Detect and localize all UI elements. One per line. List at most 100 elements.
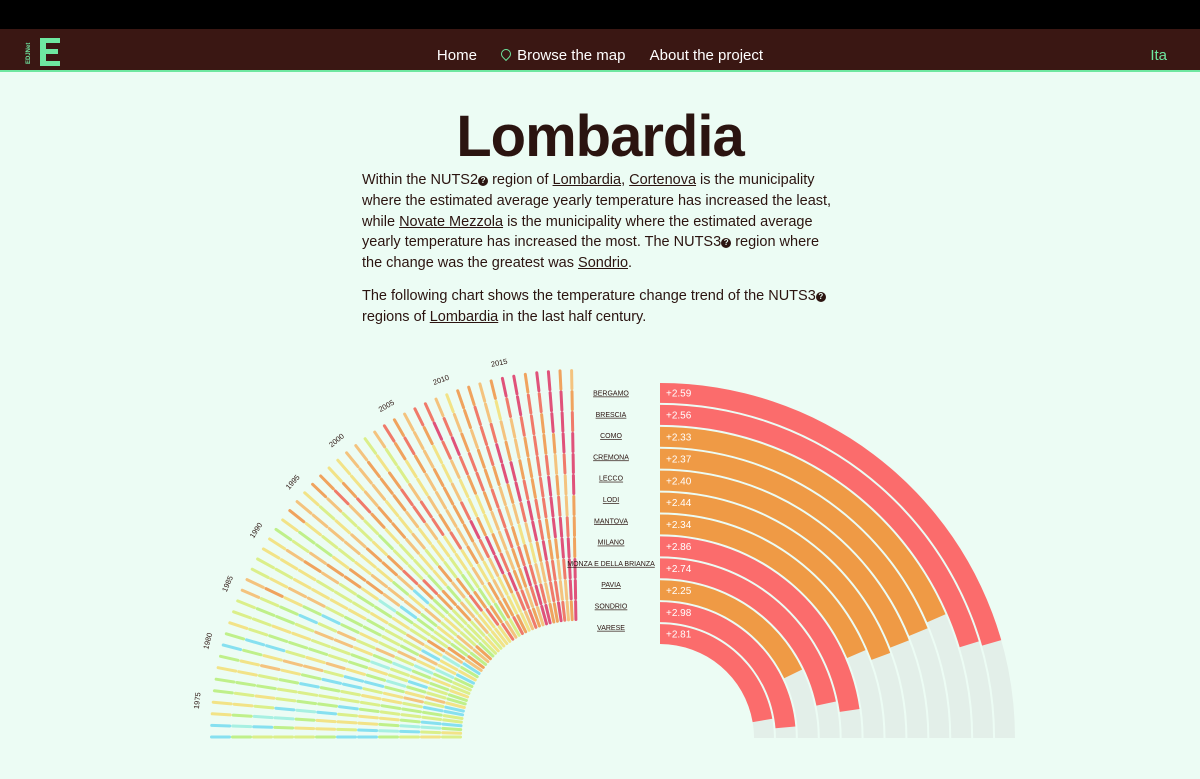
- help-icon[interactable]: ?: [478, 176, 489, 186]
- year-bar: [210, 712, 232, 717]
- year-bar: [329, 598, 349, 610]
- year-bar: [437, 594, 453, 610]
- year-bar: [379, 710, 401, 716]
- year-bar: [340, 623, 360, 634]
- year-bar: [431, 677, 451, 688]
- year-bar: [460, 549, 474, 568]
- link-region[interactable]: Lombardia: [552, 172, 622, 188]
- year-tick-label: 1985: [220, 574, 235, 593]
- year-bar: [439, 659, 459, 672]
- year-bar: [478, 642, 495, 658]
- link-least-municipality[interactable]: Cortenova: [629, 172, 697, 188]
- year-bar: [447, 613, 464, 629]
- year-bar: [472, 648, 490, 663]
- link-most-municipality[interactable]: Novate Mezzola: [399, 213, 504, 230]
- year-bar: [437, 565, 453, 583]
- nav-about[interactable]: About the project: [649, 47, 764, 64]
- nav-browse-map[interactable]: Browse the map: [499, 46, 625, 64]
- year-bar: [562, 558, 567, 580]
- year-bar: [316, 710, 338, 716]
- year-bar: [219, 654, 240, 662]
- year-bar: [444, 705, 465, 713]
- year-bar: [296, 699, 318, 706]
- help-icon[interactable]: ?: [721, 238, 732, 249]
- link-greatest-region[interactable]: Sondrio: [578, 255, 629, 272]
- year-bar: [526, 393, 533, 415]
- region-label: COMO: [600, 433, 622, 440]
- year-bar: [493, 555, 505, 575]
- year-bar: [476, 516, 487, 537]
- year-bar: [356, 639, 376, 650]
- year-bar: [506, 483, 515, 504]
- year-bar: [548, 539, 554, 560]
- year-bar: [394, 442, 407, 461]
- year-bar: [494, 399, 502, 421]
- region-track: [660, 536, 862, 738]
- edjnet-logo[interactable]: EDJNet: [26, 38, 64, 66]
- year-bar: [211, 700, 233, 706]
- year-bar: [344, 615, 363, 627]
- year-bar: [432, 421, 444, 441]
- year-bar: [216, 666, 238, 673]
- nav-home[interactable]: Home: [436, 47, 477, 64]
- year-bar: [453, 638, 471, 653]
- year-bar: [359, 632, 379, 643]
- year-bar: [534, 563, 542, 584]
- year-bar: [295, 500, 313, 515]
- year-bar: [363, 490, 379, 507]
- year-bar: [288, 586, 307, 599]
- year-bar: [370, 512, 386, 529]
- year-bar: [478, 382, 487, 403]
- year-bar: [381, 561, 398, 577]
- year-bar: [416, 659, 436, 670]
- year-bar: [559, 390, 564, 412]
- year-bar: [413, 407, 425, 427]
- year-bar: [354, 444, 369, 462]
- year-bar: [332, 555, 350, 570]
- year-bar: [442, 486, 455, 506]
- year-bar: [475, 471, 485, 492]
- year-bar: [303, 491, 320, 507]
- year-bar: [420, 612, 438, 627]
- year-bar: [512, 569, 523, 590]
- year-bar: [484, 402, 492, 423]
- year-bar: [560, 537, 565, 559]
- year-bar: [566, 537, 571, 559]
- year-bar: [412, 623, 431, 637]
- language-switch[interactable]: Ita: [1150, 47, 1167, 64]
- year-bar: [298, 530, 316, 545]
- year-bar: [318, 505, 336, 521]
- year-bar: [435, 668, 455, 679]
- year-bar: [418, 553, 434, 571]
- year-bar: [233, 691, 255, 698]
- year-bar: [288, 640, 309, 650]
- year-bar: [524, 610, 534, 631]
- text: is the municipality where the estimated …: [362, 172, 832, 230]
- help-icon[interactable]: ?: [815, 292, 826, 302]
- year-bar: [373, 430, 387, 449]
- year-bar: [353, 646, 373, 656]
- year-bar: [469, 520, 481, 540]
- year-bar: [529, 414, 536, 436]
- year-bar: [228, 621, 249, 630]
- year-bar: [305, 656, 326, 665]
- year-bar: [399, 729, 421, 734]
- year-bar: [436, 625, 455, 640]
- year-bar: [517, 546, 526, 567]
- link-region[interactable]: Lombardia: [429, 308, 499, 325]
- year-bar: [343, 540, 361, 556]
- year-bar: [306, 596, 326, 608]
- year-bar: [441, 731, 463, 735]
- year-bar: [350, 533, 367, 549]
- year-bar: [441, 722, 463, 728]
- year-bar: [402, 569, 419, 586]
- year-bar: [532, 607, 541, 628]
- year-bar: [257, 674, 279, 681]
- year-bar: [501, 622, 515, 641]
- year-bar: [560, 411, 565, 433]
- region-track: [660, 470, 928, 738]
- year-bar: [315, 543, 333, 557]
- year-bar: [374, 605, 393, 619]
- year-bar: [431, 517, 445, 536]
- map-pin-icon: [499, 46, 514, 62]
